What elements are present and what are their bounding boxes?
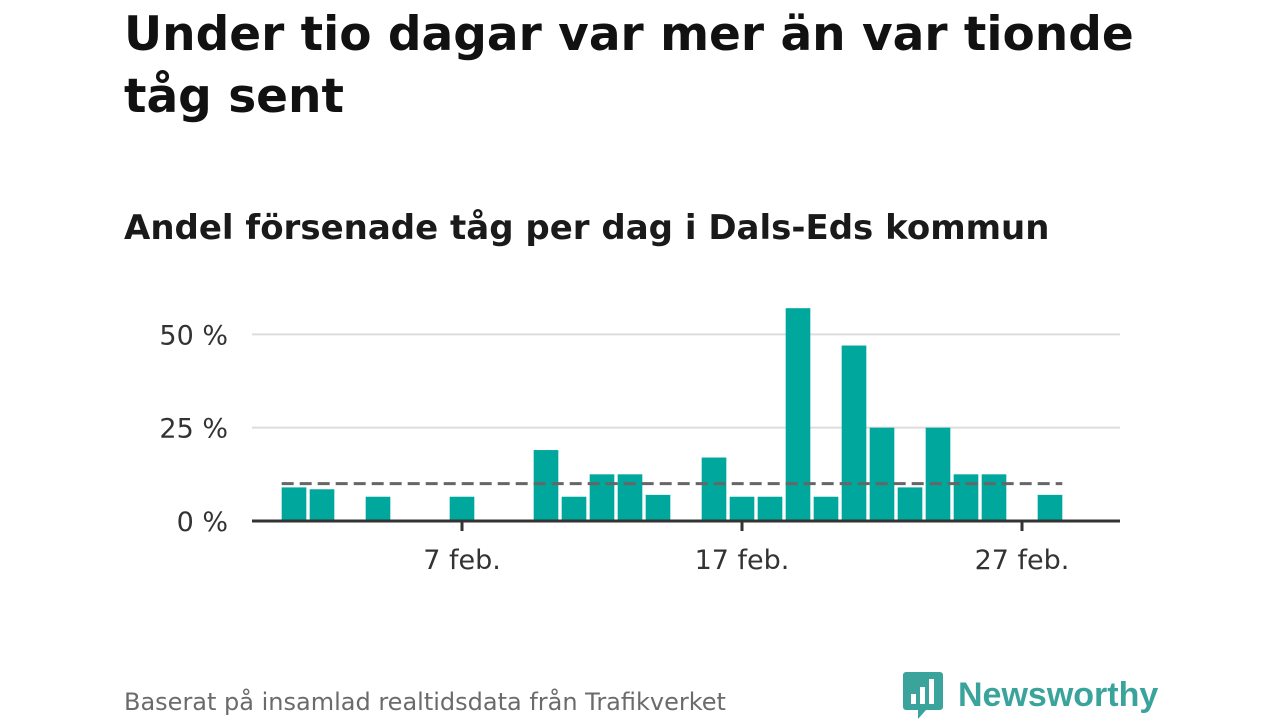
bar [841,345,867,521]
brand-logo: Newsworthy [902,670,1158,720]
bar [1037,494,1063,521]
bar [281,487,307,521]
bar [897,487,923,521]
bar [589,474,615,521]
bar [365,496,391,521]
bar [981,474,1007,521]
chart-title: Under tio dagar var mer än var tionde tå… [124,7,1134,124]
brand-name: Newsworthy [958,676,1159,714]
bar [925,427,951,521]
bar [309,489,335,521]
bar [701,457,727,521]
bar [449,496,475,521]
bar [561,496,587,521]
bar [813,496,839,521]
x-tick-label: 7 feb. [423,545,501,576]
bar [785,308,811,521]
y-tick-label: 0 % [177,507,228,538]
bar [645,494,671,521]
x-tick-label: 17 feb. [695,545,790,576]
bar [869,427,895,521]
y-tick-label: 25 % [159,414,228,445]
source-note: Baserat på insamlad realtidsdata från Tr… [124,688,726,716]
bar-chart-speech-bubble-icon [903,672,943,719]
bar [729,496,755,521]
y-tick-label: 50 % [159,320,228,351]
chart-subtitle: Andel försenade tåg per dag i Dals-Eds k… [124,208,1050,248]
bar-chart: 0 % 25 % 50 % 7 feb. 17 feb. 27 feb. [159,308,1120,576]
x-tick-label: 27 feb. [975,545,1070,576]
bar [617,474,643,521]
bar [953,474,979,521]
bar [757,496,783,521]
bar [533,450,559,521]
